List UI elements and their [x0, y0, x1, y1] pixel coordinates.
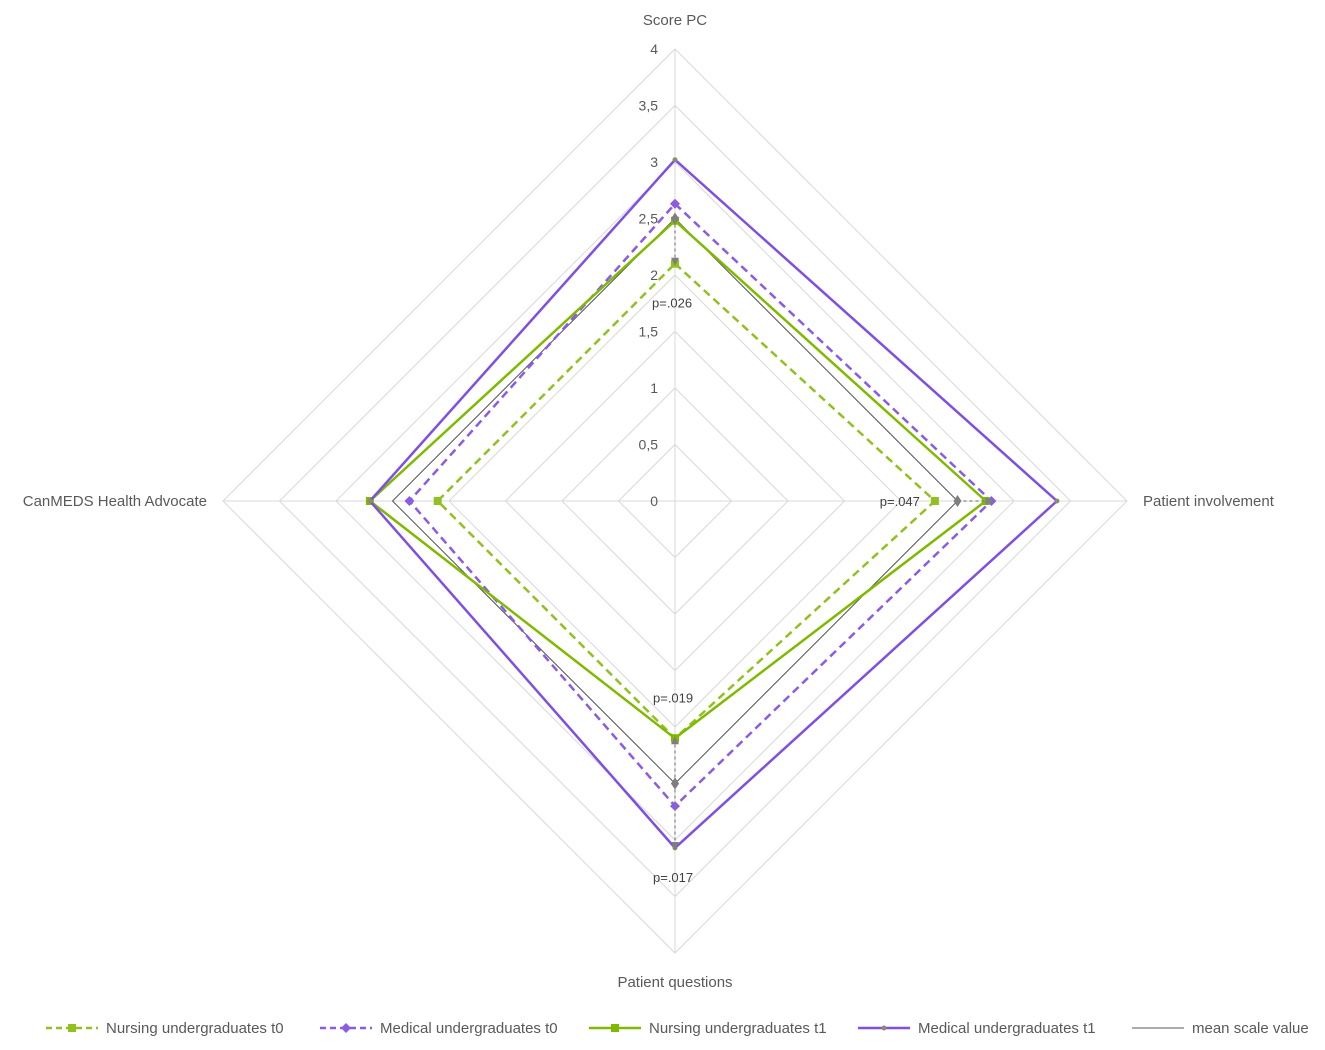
legend-label: Nursing undergraduates t1 [649, 1019, 827, 1037]
legend-item-nursing-undergraduates-t1: Nursing undergraduates t1 [587, 1010, 827, 1046]
tick-label: 4 [650, 41, 658, 57]
legend-label: mean scale value [1192, 1019, 1309, 1037]
legend-item-medical-undergraduates-t1: Medical undergraduates t1 [856, 1010, 1096, 1046]
axis-title-patient-involvement: Patient involvement [1143, 493, 1275, 510]
annotation-label: p=.026 [652, 296, 692, 311]
annotation-label: p=.019 [653, 690, 693, 705]
annotation-origin [953, 495, 962, 507]
tick-label: 2,5 [639, 211, 659, 227]
data-point [1054, 498, 1060, 504]
annotation-p-047: p=.047 [880, 494, 994, 509]
radar-chart: 00,511,522,533,54 p=.026p=.047p=.019p=.0… [23, 12, 1275, 991]
annotation-origin [671, 212, 679, 225]
legend-swatch [858, 1025, 910, 1031]
legend-swatch [589, 1024, 641, 1032]
tick-label: 1 [650, 380, 658, 396]
tick-label: 0 [650, 493, 658, 509]
legend-label: Medical undergraduates t1 [918, 1019, 1096, 1037]
data-point [672, 157, 678, 163]
legend-label: Medical undergraduates t0 [380, 1019, 558, 1037]
axis-titles: Score PC Patient involvement Patient quest… [23, 12, 1275, 991]
axis-title-score-pc: Score PC [643, 12, 707, 29]
annotation-label: p=.047 [880, 494, 920, 509]
axis-title-patient-questions: Patient questions [617, 974, 732, 991]
legend-item-nursing-undergraduates-t0: Nursing undergraduates t0 [44, 1010, 284, 1046]
legend-swatch [1132, 1027, 1184, 1029]
tick-label: 2 [650, 267, 658, 283]
annotation-label: p=.017 [653, 870, 693, 885]
tick-label: 3 [650, 154, 658, 170]
chart-legend: Nursing undergraduates t0 Medical undergr… [0, 1010, 1325, 1046]
data-point [433, 497, 442, 505]
legend-item-medical-undergraduates-t0: Medical undergraduates t0 [318, 1010, 558, 1046]
tick-label: 3,5 [639, 98, 659, 114]
radar-spokes [223, 49, 1127, 953]
significance-annotations: p=.026 p=.047 p=.019 p=.017 [652, 212, 994, 885]
radial-tick-labels: 0 0,5 1 1,5 2 2,5 3 3,5 4 [639, 41, 659, 509]
legend-item-mean-scale-value: mean scale value [1130, 1010, 1309, 1046]
legend-swatch [320, 1023, 372, 1033]
data-point [670, 801, 680, 812]
tick-label: 0,5 [639, 437, 659, 453]
legend-label: Nursing undergraduates t0 [106, 1019, 284, 1037]
data-point [404, 496, 415, 506]
data-point [367, 498, 373, 504]
tick-label: 1,5 [639, 324, 659, 340]
legend-swatch [46, 1024, 98, 1032]
data-point [670, 198, 680, 209]
data-point [930, 497, 939, 505]
annotation-origin [671, 777, 679, 790]
annotation-p-017: p=.017 [653, 777, 693, 885]
axis-title-canmeds-health-advocate: CanMEDS Health Advocate [23, 493, 207, 510]
annotation-p-026: p=.026 [652, 212, 692, 311]
